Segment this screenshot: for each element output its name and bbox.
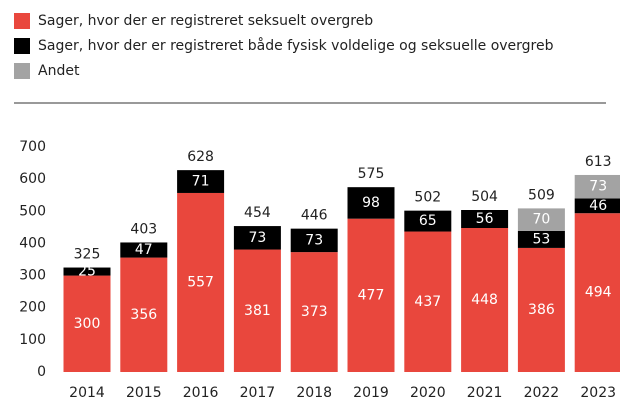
x-tick-label: 2022 [524, 385, 560, 401]
bar-segment [517, 208, 565, 231]
x-tick-label: 2021 [467, 385, 503, 401]
y-tick-label: 200 [19, 300, 46, 316]
bar-segment [233, 226, 281, 250]
value-label: 73 [589, 179, 607, 195]
bar-segment [461, 228, 509, 372]
total-label: 504 [471, 189, 498, 205]
y-tick-label: 300 [19, 268, 46, 284]
legend-label: Sager, hvor der er registreret seksuelt … [38, 13, 373, 29]
bar-segment [347, 218, 395, 372]
bar-segment [290, 228, 338, 253]
value-label: 386 [528, 302, 555, 318]
x-tick-label: 2019 [353, 385, 389, 401]
value-label: 47 [135, 242, 153, 258]
bar-segment [574, 198, 620, 214]
value-label: 477 [358, 287, 385, 303]
value-label: 557 [187, 274, 214, 290]
value-label: 381 [244, 303, 271, 319]
total-label: 502 [414, 190, 441, 206]
y-tick-label: 400 [19, 235, 46, 251]
bar-segment [177, 192, 225, 372]
total-label: 628 [187, 149, 214, 165]
value-label: 356 [130, 307, 157, 323]
value-label: 53 [532, 231, 550, 247]
bar-segment [63, 267, 111, 276]
value-label: 73 [248, 230, 266, 246]
x-tick-label: 2014 [69, 385, 105, 401]
bar-segment [574, 174, 620, 199]
y-tick-label: 500 [19, 203, 46, 219]
total-label: 509 [528, 187, 555, 203]
value-label: 25 [78, 264, 96, 280]
bar-segment [233, 249, 281, 372]
value-label: 373 [301, 304, 328, 320]
x-tick-label: 2018 [296, 385, 332, 401]
bar-segment [404, 231, 452, 372]
value-label: 70 [532, 212, 550, 228]
legend-label: Andet [38, 63, 80, 79]
bar-segment [290, 252, 338, 372]
legend-swatch [14, 13, 30, 29]
value-label: 73 [305, 232, 323, 248]
x-tick-label: 2015 [126, 385, 162, 401]
legend-label: Sager, hvor der er registreret både fysi… [38, 37, 554, 54]
bar-segment [120, 257, 168, 372]
legend-swatch [14, 63, 30, 79]
total-label: 403 [130, 221, 157, 237]
bar-segment [461, 210, 509, 228]
bar-segment [517, 247, 565, 372]
legend-swatch [14, 38, 30, 54]
bar-segment [177, 170, 225, 193]
total-label: 446 [301, 208, 328, 224]
x-tick-label: 2016 [183, 385, 219, 401]
bar-segment [120, 242, 168, 258]
value-label: 494 [585, 285, 612, 301]
value-label: 71 [192, 174, 210, 190]
total-label: 454 [244, 205, 271, 221]
value-label: 98 [362, 195, 380, 211]
x-tick-label: 2017 [240, 385, 276, 401]
x-tick-label: 2020 [410, 385, 446, 401]
bar-segment [347, 187, 395, 219]
bar-segment [574, 213, 620, 372]
value-label: 65 [419, 213, 437, 229]
bar-segment [517, 230, 565, 248]
bar-segment [404, 210, 452, 232]
total-label: 325 [74, 247, 101, 263]
y-tick-label: 600 [19, 171, 46, 187]
y-tick-label: 100 [19, 332, 46, 348]
x-tick-label: 2023 [580, 385, 616, 401]
total-label: 575 [358, 166, 385, 182]
value-label: 448 [471, 292, 498, 308]
y-tick-label: 0 [37, 364, 46, 380]
total-label: 613 [585, 154, 612, 170]
y-tick-label: 700 [19, 139, 46, 155]
value-label: 46 [589, 198, 607, 214]
bar-segment [63, 275, 111, 372]
value-label: 300 [74, 316, 101, 332]
value-label: 437 [414, 294, 441, 310]
value-label: 56 [476, 211, 494, 227]
